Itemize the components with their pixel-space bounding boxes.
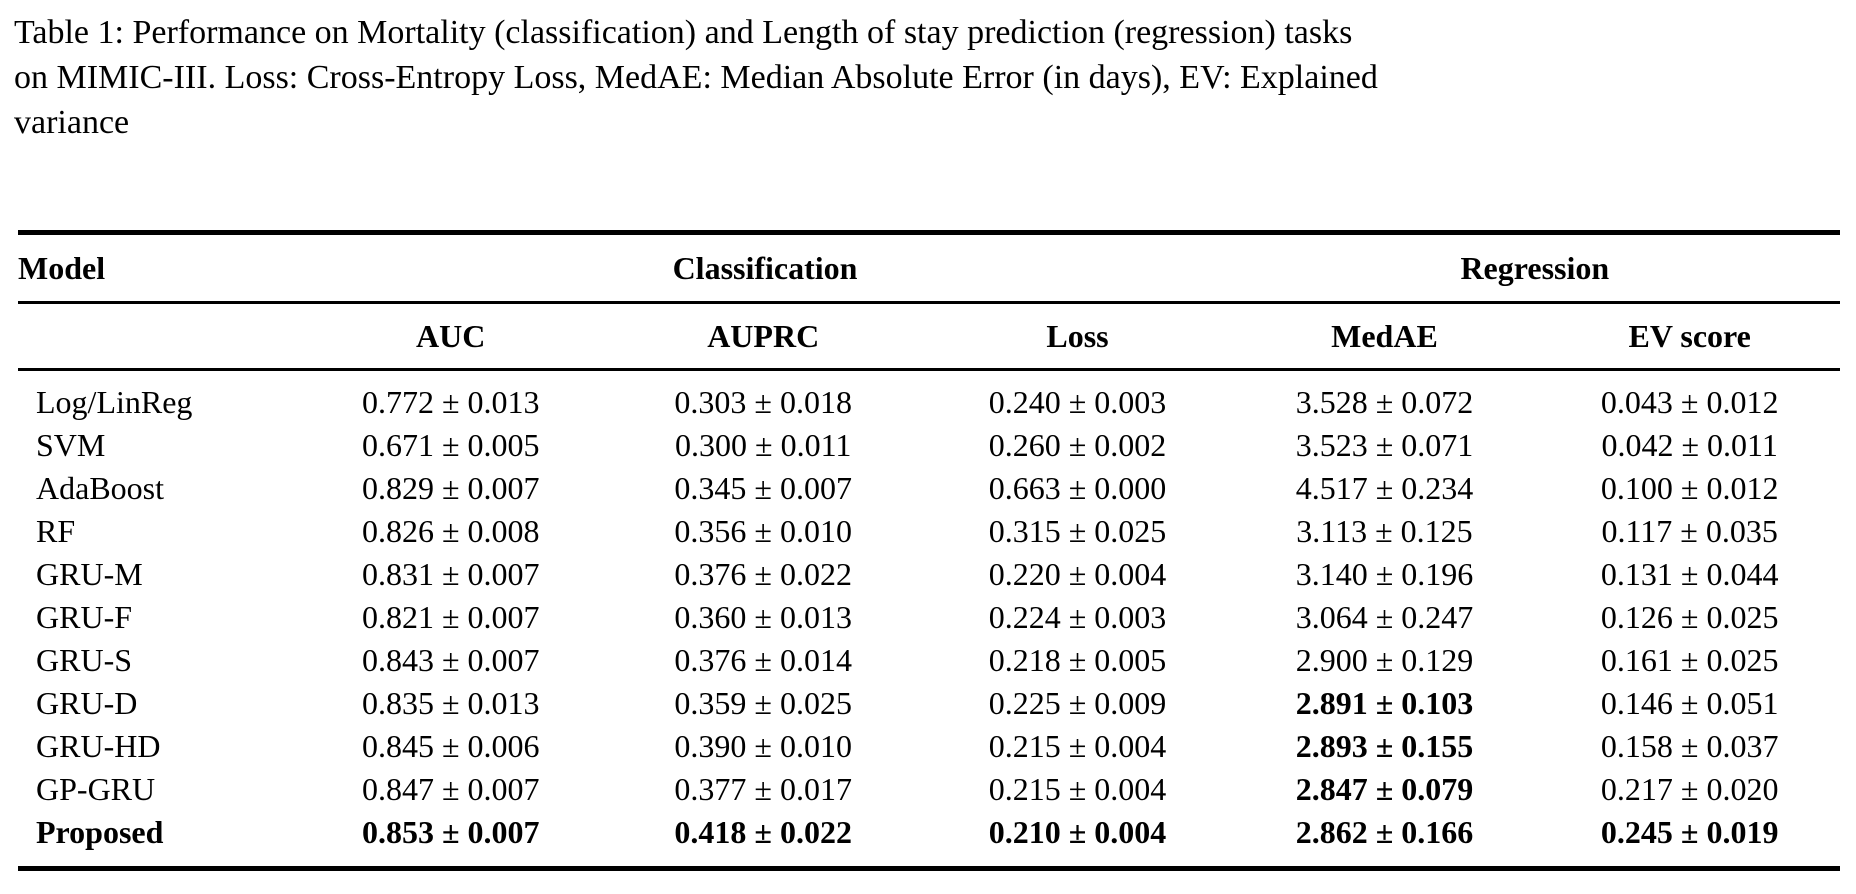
table-row: GRU-S 0.843 ± 0.007 0.376 ± 0.014 0.218 ± 0…	[18, 639, 1840, 682]
value-cell: 0.377 ± 0.017	[674, 771, 852, 807]
model-name-cell: GRU-M	[36, 556, 143, 592]
value-cell: 2.893 ± 0.155	[1295, 728, 1474, 764]
table-row: GRU-HD 0.845 ± 0.006 0.390 ± 0.010 0.215 ± …	[18, 725, 1840, 768]
results-table: Model Classification Regression AUC AUPR…	[18, 230, 1840, 871]
column-header-empty	[18, 302, 301, 371]
value-cell: 0.245 ± 0.019	[1600, 814, 1779, 850]
model-name-cell: GRU-HD	[36, 728, 161, 764]
model-name-cell: GRU-F	[36, 599, 133, 635]
column-header-ev-score: EV score	[1539, 302, 1840, 371]
table-body: Log/LinReg 0.772 ± 0.013 0.303 ± 0.018 0.24…	[18, 370, 1840, 869]
table-caption: Table 1: Performance on Mortality (class…	[14, 10, 1378, 145]
value-cell: 0.131 ± 0.044	[1600, 556, 1779, 592]
value-cell: 4.517 ± 0.234	[1295, 470, 1474, 506]
value-cell: 0.225 ± 0.009	[988, 685, 1167, 721]
value-cell: 0.042 ± 0.011	[1601, 427, 1778, 463]
caption-line-1: Table 1: Performance on Mortality (class…	[14, 14, 1353, 51]
table-row: Proposed 0.853 ± 0.007 0.418 ± 0.022 0.210 …	[18, 811, 1840, 869]
model-name-cell: SVM	[36, 427, 106, 463]
column-header-loss: Loss	[925, 302, 1230, 371]
value-cell: 0.315 ± 0.025	[988, 513, 1167, 549]
value-cell: 3.528 ± 0.072	[1295, 384, 1474, 420]
group-header-classification: Classification	[300, 232, 1230, 304]
value-cell: 0.217 ± 0.020	[1600, 771, 1779, 807]
model-name-cell: RF	[36, 513, 76, 549]
column-header-auprc: AUPRC	[601, 302, 926, 371]
value-cell: 0.303 ± 0.018	[674, 384, 852, 420]
value-cell: 0.215 ± 0.004	[988, 771, 1167, 807]
value-cell: 2.900 ± 0.129	[1295, 642, 1474, 678]
model-name-cell: GRU-S	[36, 642, 133, 678]
column-header-row: AUC AUPRC Loss MedAE EV score	[18, 302, 1840, 371]
value-cell: 0.210 ± 0.004	[988, 814, 1167, 850]
value-cell: 3.113 ± 0.125	[1296, 513, 1473, 549]
value-cell: 0.158 ± 0.037	[1600, 728, 1779, 764]
model-name-cell: Proposed	[36, 814, 164, 850]
value-cell: 0.260 ± 0.002	[988, 427, 1167, 463]
value-cell: 0.376 ± 0.014	[674, 642, 852, 678]
value-cell: 0.146 ± 0.051	[1600, 685, 1779, 721]
table-row: SVM 0.671 ± 0.005 0.300 ± 0.011 0.260 ± 0.0…	[18, 424, 1840, 467]
value-cell: 0.345 ± 0.007	[674, 470, 852, 506]
model-name-cell: AdaBoost	[36, 470, 164, 506]
value-cell: 0.831 ± 0.007	[361, 556, 540, 592]
value-cell: 0.117 ± 0.035	[1601, 513, 1778, 549]
value-cell: 0.224 ± 0.003	[988, 599, 1167, 635]
value-cell: 0.218 ± 0.005	[988, 642, 1167, 678]
group-header-model: Model	[18, 232, 301, 304]
value-cell: 2.847 ± 0.079	[1295, 771, 1474, 807]
caption-line-3: variance	[14, 104, 130, 141]
value-cell: 0.390 ± 0.010	[674, 728, 852, 764]
table-row: GRU-M 0.831 ± 0.007 0.376 ± 0.022 0.220 ± 0…	[18, 553, 1840, 596]
value-cell: 0.829 ± 0.007	[361, 470, 540, 506]
table-row: GP-GRU 0.847 ± 0.007 0.377 ± 0.017 0.215 ± …	[18, 768, 1840, 811]
value-cell: 0.360 ± 0.013	[674, 599, 852, 635]
group-header-row: Model Classification Regression	[18, 232, 1840, 304]
value-cell: 0.126 ± 0.025	[1600, 599, 1779, 635]
group-header-regression: Regression	[1229, 232, 1840, 304]
value-cell: 0.161 ± 0.025	[1600, 642, 1779, 678]
table-row: Log/LinReg 0.772 ± 0.013 0.303 ± 0.018 0.24…	[18, 370, 1840, 425]
value-cell: 3.064 ± 0.247	[1295, 599, 1474, 635]
value-cell: 0.843 ± 0.007	[361, 642, 540, 678]
value-cell: 0.671 ± 0.005	[361, 427, 540, 463]
value-cell: 0.215 ± 0.004	[988, 728, 1167, 764]
table-row: GRU-D 0.835 ± 0.013 0.359 ± 0.025 0.225 ± 0…	[18, 682, 1840, 725]
table-row: AdaBoost 0.829 ± 0.007 0.345 ± 0.007 0.663 …	[18, 467, 1840, 510]
column-header-auc: AUC	[300, 302, 602, 371]
table-row: GRU-F 0.821 ± 0.007 0.360 ± 0.013 0.224 ± 0…	[18, 596, 1840, 639]
value-cell: 0.826 ± 0.008	[361, 513, 540, 549]
table-row: RF 0.826 ± 0.008 0.356 ± 0.010 0.315 ± 0.02…	[18, 510, 1840, 553]
model-name-cell: Log/LinReg	[36, 384, 193, 420]
value-cell: 0.418 ± 0.022	[674, 814, 852, 850]
caption-line-2: on MIMIC-III. Loss: Cross-Entropy Loss, …	[14, 59, 1378, 96]
model-name-cell: GRU-D	[36, 685, 138, 721]
value-cell: 0.356 ± 0.010	[674, 513, 852, 549]
column-header-medae: MedAE	[1229, 302, 1540, 371]
value-cell: 0.845 ± 0.006	[361, 728, 540, 764]
value-cell: 0.663 ± 0.000	[988, 470, 1167, 506]
value-cell: 0.847 ± 0.007	[361, 771, 540, 807]
value-cell: 0.835 ± 0.013	[361, 685, 540, 721]
value-cell: 0.100 ± 0.012	[1600, 470, 1779, 506]
table-head: Model Classification Regression AUC AUPR…	[18, 232, 1840, 371]
model-name-cell: GP-GRU	[36, 771, 156, 807]
value-cell: 0.821 ± 0.007	[361, 599, 540, 635]
value-cell: 2.891 ± 0.103	[1295, 685, 1474, 721]
value-cell: 3.140 ± 0.196	[1295, 556, 1474, 592]
value-cell: 0.043 ± 0.012	[1600, 384, 1779, 420]
value-cell: 0.300 ± 0.011	[675, 427, 852, 463]
value-cell: 0.772 ± 0.013	[361, 384, 540, 420]
value-cell: 3.523 ± 0.071	[1295, 427, 1474, 463]
value-cell: 2.862 ± 0.166	[1295, 814, 1474, 850]
value-cell: 0.220 ± 0.004	[988, 556, 1167, 592]
value-cell: 0.853 ± 0.007	[361, 814, 540, 850]
value-cell: 0.376 ± 0.022	[674, 556, 852, 592]
value-cell: 0.240 ± 0.003	[988, 384, 1167, 420]
value-cell: 0.359 ± 0.025	[674, 685, 852, 721]
